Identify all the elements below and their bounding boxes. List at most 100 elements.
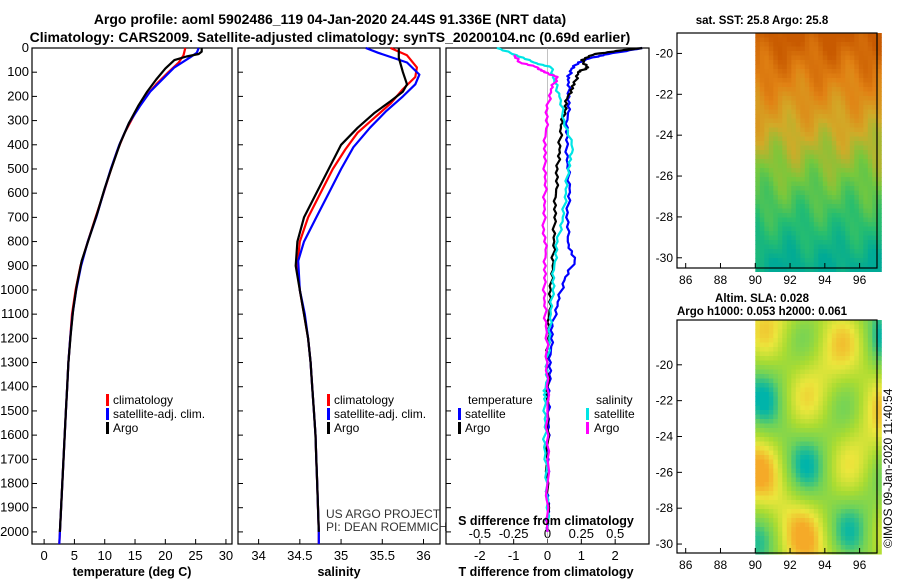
heatmap-cell [800, 383, 806, 388]
heatmap-cell [782, 91, 788, 97]
x-tick-label: 36 [416, 548, 430, 563]
heatmap-cell [764, 486, 770, 492]
heatmap-cell [795, 423, 801, 429]
heatmap-cell [804, 437, 810, 442]
heatmap-cell [786, 249, 792, 254]
heatmap-cell [782, 396, 788, 402]
heatmap-cell [858, 482, 864, 487]
heatmap-cell [791, 186, 797, 191]
heatmap-cell [759, 154, 765, 160]
heatmap-cell [782, 473, 788, 478]
heatmap-cell [818, 123, 824, 128]
heatmap-cell [836, 401, 842, 406]
heatmap-cell [849, 258, 855, 263]
heatmap-cell [804, 46, 810, 52]
heatmap-cell [849, 87, 855, 92]
heatmap-cell [822, 342, 828, 348]
heatmap-cell [755, 549, 761, 555]
heatmap-cell [768, 495, 774, 501]
heatmap-cell [755, 163, 761, 169]
heatmap-cell [867, 163, 873, 169]
heatmap-cell [773, 347, 779, 352]
heatmap-cell [867, 405, 873, 411]
heatmap-cell [791, 235, 797, 241]
heatmap-cell [786, 60, 792, 65]
heatmap-cell [867, 127, 873, 133]
heatmap-cell [845, 477, 851, 483]
heatmap-cell [777, 401, 783, 406]
heatmap-cell [867, 217, 873, 223]
heatmap-cell [795, 536, 801, 541]
heatmap-cell [764, 213, 770, 218]
heatmap-cell [827, 55, 833, 61]
heatmap-cell [818, 199, 824, 205]
heatmap-cell [800, 351, 806, 357]
heatmap-cell [831, 387, 837, 393]
heatmap-cell [773, 73, 779, 79]
heatmap-cell [795, 482, 801, 487]
heatmap-cell [849, 333, 855, 339]
heatmap-cell [755, 356, 761, 361]
heatmap-cell [831, 338, 837, 343]
heatmap-cell [800, 446, 806, 451]
heatmap-cell [863, 82, 869, 88]
heatmap-cell [777, 208, 783, 214]
heatmap-cell [822, 208, 828, 214]
heatmap-cell [809, 446, 815, 451]
heatmap-cell [836, 495, 842, 501]
heatmap-cell [854, 504, 860, 510]
heatmap-cell [786, 42, 792, 47]
heatmap-cell [773, 383, 779, 388]
heatmap-cell [831, 267, 837, 272]
heatmap-cell [822, 410, 828, 415]
heatmap-cell [764, 87, 770, 92]
heatmap-cell [795, 455, 801, 460]
heatmap-cell [755, 267, 761, 272]
heatmap-cell [840, 204, 846, 209]
heatmap-cell [755, 141, 761, 146]
heatmap-cell [845, 55, 851, 61]
heatmap-cell [858, 441, 864, 447]
heatmap-cell [813, 549, 819, 555]
heatmap-cell [755, 536, 761, 541]
heatmap-cell [773, 213, 779, 218]
heatmap-cell [845, 73, 851, 79]
heatmap-cell [831, 96, 837, 101]
heatmap-cell [876, 518, 882, 523]
heatmap-cell [827, 33, 833, 38]
heatmap-cell [782, 504, 788, 510]
heatmap-cell [782, 118, 788, 124]
heatmap-cell [786, 96, 792, 101]
heatmap-cell [786, 549, 792, 555]
heatmap-cell [773, 500, 779, 505]
heatmap-cell [822, 347, 828, 352]
heatmap-cell [863, 428, 869, 433]
heatmap-cell [831, 78, 837, 83]
heatmap-cell [840, 320, 846, 325]
map-x-tick-label: 86 [679, 558, 693, 572]
heatmap-cell [755, 509, 761, 514]
heatmap-cell [804, 190, 810, 196]
heatmap-cell [849, 37, 855, 43]
heatmap-cell [764, 414, 770, 420]
heatmap-cell [804, 365, 810, 370]
heatmap-cell [818, 374, 824, 379]
heatmap-cell [872, 410, 878, 415]
heatmap-cell [863, 518, 869, 523]
heatmap-cell [818, 159, 824, 164]
heatmap-cell [759, 163, 765, 169]
heatmap-cell [854, 450, 860, 456]
heatmap-cell [863, 105, 869, 110]
sst-heatmap [755, 33, 882, 272]
heatmap-cell [813, 118, 819, 124]
heatmap-cell [818, 320, 824, 325]
heatmap-cell [755, 82, 761, 88]
heatmap-cell [872, 365, 878, 370]
heatmap-cell [840, 374, 846, 379]
heatmap-cell [786, 222, 792, 227]
heatmap-cell [813, 329, 819, 334]
heatmap-cell [854, 342, 860, 348]
heatmap-cell [876, 204, 882, 209]
heatmap-cell [827, 249, 833, 254]
heatmap-cell [872, 369, 878, 375]
